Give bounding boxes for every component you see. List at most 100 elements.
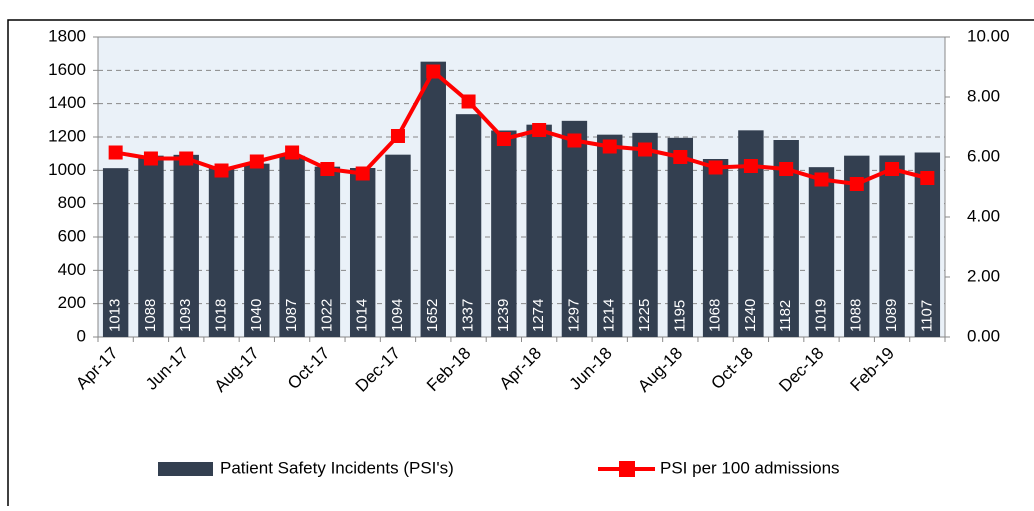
x-tick-label: Aug-18 (634, 344, 686, 396)
data-label: 1274 (530, 299, 547, 332)
line-marker (496, 132, 511, 146)
bar (561, 120, 588, 337)
plot-area (97, 36, 946, 338)
bar (597, 134, 623, 337)
legend-label: PSI per 100 admissions (660, 458, 840, 477)
y2-tick-label: 6.00 (967, 146, 1000, 165)
data-label: 1214 (601, 299, 618, 332)
bar (314, 166, 341, 337)
data-label: 1088 (848, 299, 865, 332)
legend-swatch (619, 461, 635, 477)
y-tick-label: 1000 (48, 160, 86, 179)
bar (138, 155, 164, 337)
bar (102, 168, 129, 337)
legend-swatch (158, 462, 213, 476)
bar (385, 154, 411, 337)
x-tick-label: Jun-18 (566, 344, 616, 394)
line-marker (638, 142, 653, 157)
bar (455, 114, 482, 338)
line-marker (814, 172, 829, 187)
data-label: 1013 (107, 299, 124, 332)
data-label: 1337 (460, 299, 477, 332)
y-tick-label: 600 (58, 226, 86, 245)
line-marker (108, 145, 123, 160)
legend-label: Patient Safety Incidents (PSI's) (220, 458, 454, 477)
y-tick-label: 800 (58, 193, 86, 212)
line-marker (849, 177, 864, 191)
x-tick-label: Dec-18 (775, 344, 827, 396)
data-label: 1652 (424, 299, 441, 332)
data-label: 1093 (177, 299, 194, 332)
data-label: 1195 (671, 300, 688, 332)
x-tick-label: Feb-19 (847, 344, 899, 396)
x-tick-label: Dec-17 (352, 344, 404, 396)
bar (173, 154, 199, 337)
data-label: 1297 (565, 299, 582, 332)
line-marker (143, 151, 158, 166)
y2-tick-label: 10.00 (967, 26, 1010, 45)
line-marker (320, 162, 335, 176)
data-label: 1089 (883, 299, 900, 332)
bar (808, 167, 835, 337)
line-marker (249, 154, 264, 169)
line-marker (920, 171, 935, 185)
data-label: 1240 (742, 299, 759, 332)
line-marker (779, 162, 794, 176)
data-label: 1040 (248, 299, 265, 332)
x-tick-label: Feb-18 (423, 344, 475, 396)
y2-tick-label: 4.00 (967, 206, 1000, 225)
bar (349, 168, 376, 337)
y2-tick-label: 2.00 (967, 266, 1000, 285)
line-marker (390, 129, 405, 143)
data-label: 1182 (777, 300, 794, 332)
x-tick-label: Apr-18 (496, 344, 546, 394)
data-label: 1107 (918, 300, 935, 332)
data-label: 1225 (636, 299, 653, 332)
x-tick-label: Oct-18 (707, 344, 757, 394)
line-marker (285, 145, 300, 160)
line-marker (426, 64, 441, 79)
data-label: 1014 (354, 299, 371, 332)
y-tick-label: 1600 (48, 60, 86, 79)
line-marker (708, 160, 723, 175)
data-label: 1087 (283, 299, 300, 332)
line-marker (214, 163, 229, 178)
data-label: 1019 (812, 299, 829, 332)
line-marker (355, 166, 370, 181)
bar (526, 124, 552, 338)
data-label: 1018 (212, 299, 229, 332)
data-label: 1068 (707, 299, 724, 332)
line-marker (179, 151, 194, 166)
y-tick-label: 0 (77, 326, 86, 345)
bar (208, 167, 235, 337)
line-marker (673, 150, 688, 164)
frame (7, 19, 1034, 511)
data-label: 1094 (389, 299, 406, 332)
y2-tick-label: 8.00 (967, 86, 1000, 105)
line-marker (567, 133, 582, 148)
y-tick-label: 1200 (48, 126, 86, 145)
y-tick-label: 400 (58, 260, 86, 279)
y2-tick-label: 0.00 (967, 326, 1000, 345)
y-tick-label: 1400 (48, 93, 86, 112)
line-marker (602, 139, 617, 154)
bar (702, 159, 729, 337)
line-marker (743, 159, 758, 173)
bar (491, 130, 517, 337)
bar (632, 132, 658, 337)
line-marker (461, 94, 476, 109)
bar (420, 61, 446, 338)
data-label: 1239 (495, 299, 512, 332)
line-marker (532, 123, 547, 137)
x-tick-label: Aug-17 (211, 344, 263, 396)
x-tick-label: Jun-17 (142, 344, 192, 394)
bar (879, 155, 905, 337)
x-tick-label: Apr-17 (72, 344, 122, 394)
line-marker (885, 162, 900, 176)
bar (244, 163, 270, 337)
data-label: 1022 (318, 299, 335, 332)
bar (279, 155, 305, 337)
bar (667, 137, 694, 337)
data-label: 1088 (142, 299, 159, 332)
